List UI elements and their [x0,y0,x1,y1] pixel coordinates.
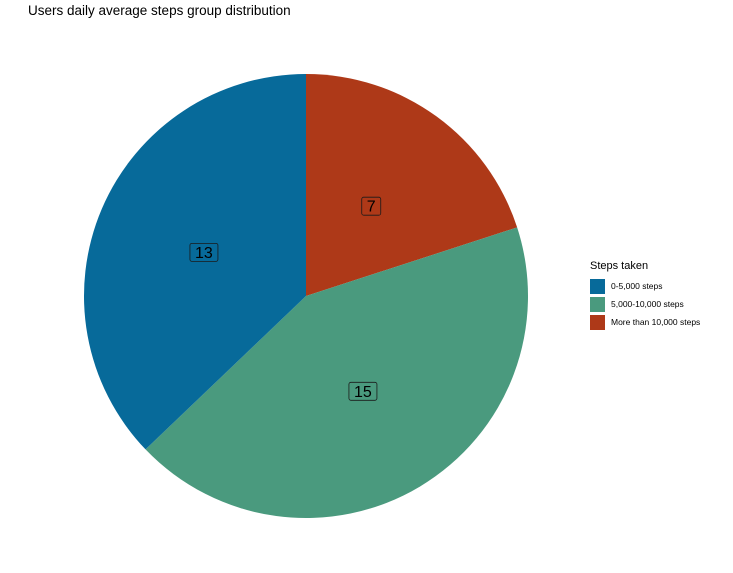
pie-slice-5-000-10-000-steps [145,227,528,518]
svg-text:13: 13 [195,245,213,262]
svg-text:15: 15 [354,384,372,401]
legend-item-0-5000: 0-5,000 steps [590,277,700,295]
pie-data-label: 15 [348,381,378,401]
pie-slices [84,74,528,518]
legend-item-more-than-10000: More than 10,000 steps [590,313,700,331]
chart-title: Users daily average steps group distribu… [28,3,291,18]
pie-labels: 7 15 13 [189,196,382,401]
pie-data-label: 7 [361,196,382,216]
legend-swatch [590,296,605,312]
legend-swatch [590,278,605,294]
svg-text:7: 7 [367,199,376,216]
legend: Steps taken 0-5,000 steps 5,000-10,000 s… [590,260,700,331]
legend-swatch [590,314,605,330]
pie-data-label: 13 [189,242,219,262]
legend-item-5000-10000: 5,000-10,000 steps [590,295,700,313]
legend-label: More than 10,000 steps [611,317,701,327]
legend-title: Steps taken [590,260,649,272]
legend-label: 5,000-10,000 steps [611,299,684,309]
pie-slice-more-than-10-000-steps [306,74,518,296]
legend-label: 0-5,000 steps [611,281,663,291]
